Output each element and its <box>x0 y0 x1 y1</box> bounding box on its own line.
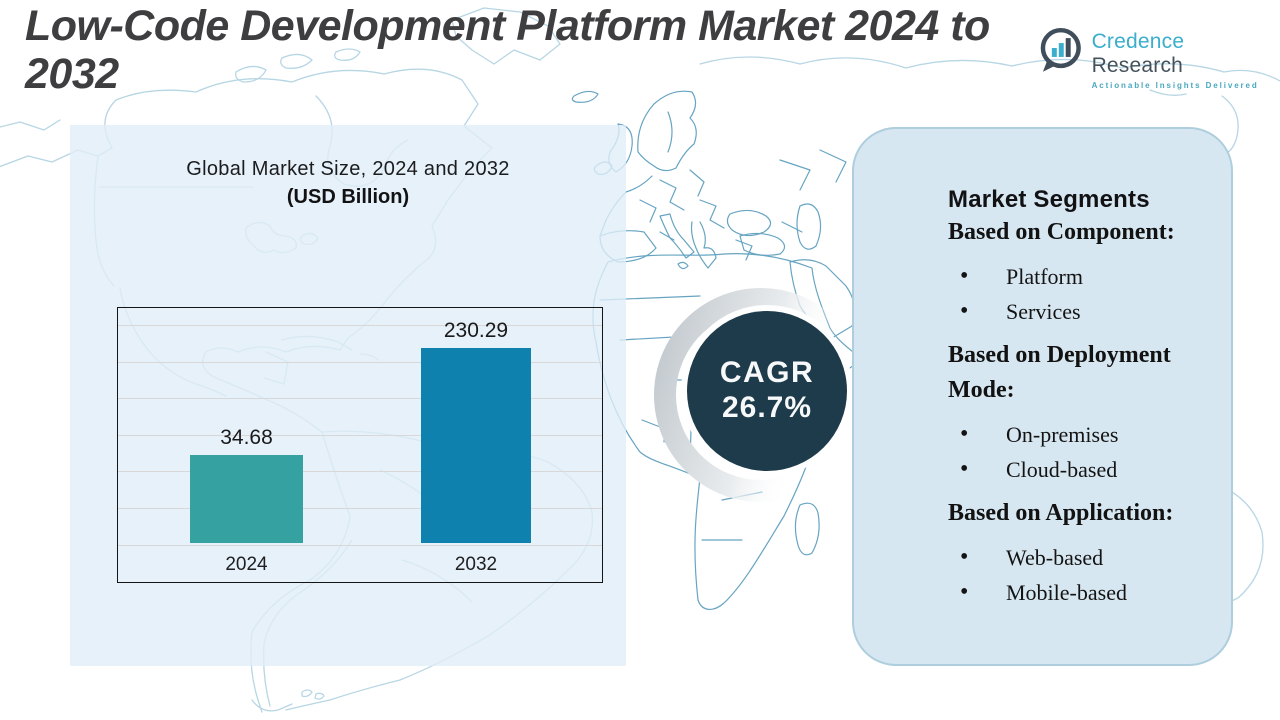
segment-item: Platform <box>948 259 1203 294</box>
bar-value-2024: 34.68 <box>220 426 273 449</box>
segment-list-application: Web-based Mobile-based <box>948 540 1203 610</box>
logo-brand-secondary: Research <box>1091 54 1184 77</box>
bar-chart: 34.68 230.29 2024 2032 <box>117 307 603 583</box>
logo-text: Credence Research Actionable Insights De… <box>1092 26 1280 90</box>
bar-2032 <box>421 348 531 543</box>
gridline <box>118 508 602 509</box>
market-segments-panel: Market Segments Based on Component: Plat… <box>852 127 1233 666</box>
segment-group-deployment: Based on Deployment Mode: <box>948 342 1171 403</box>
gridline <box>118 471 602 472</box>
logo-tagline: Actionable Insights Delivered <box>1091 81 1259 90</box>
bar-group-2024: 34.68 <box>190 426 303 543</box>
segment-list-deployment: On-premises Cloud-based <box>948 417 1203 487</box>
chart-subtitle: (USD Billion) <box>286 186 410 208</box>
chart-title: Global Market Size, 2024 and 2032 <box>186 158 510 180</box>
gridline <box>118 435 602 436</box>
segment-group-application: Based on Application: <box>948 500 1174 526</box>
bar-group-2032: 230.29 <box>421 319 531 543</box>
gridline <box>118 362 602 363</box>
cagr-label: CAGR <box>719 355 815 389</box>
cagr-value: 26.7% <box>721 390 813 424</box>
segment-item: Mobile-based <box>948 575 1203 610</box>
cagr-badge: CAGR 26.7% <box>687 311 847 471</box>
gridline <box>118 325 602 326</box>
gridline <box>118 545 602 546</box>
segment-item: Services <box>948 294 1203 329</box>
bar-2024 <box>190 455 303 543</box>
segment-item: Web-based <box>948 540 1203 575</box>
segment-group-component: Based on Component: <box>948 219 1175 245</box>
gridline <box>118 398 602 399</box>
logo-bar-chart-bubble-icon <box>1040 27 1081 72</box>
logo-brand-primary: Credence <box>1091 30 1185 53</box>
segments-heading: Market Segments <box>948 186 1150 213</box>
credence-research-logo: Credence Research Actionable Insights De… <box>1036 26 1280 90</box>
bar-value-2032: 230.29 <box>443 319 509 342</box>
logo-brand: Credence Research <box>1092 30 1280 78</box>
page-title: Low-Code Development Platform Market 202… <box>25 2 990 99</box>
segment-item: On-premises <box>948 417 1203 452</box>
x-axis-label-2024: 2024 <box>225 554 268 575</box>
segment-item: Cloud-based <box>948 452 1203 487</box>
chart-panel <box>70 125 626 666</box>
segment-list-component: Platform Services <box>948 259 1203 329</box>
x-axis-label-2032: 2032 <box>454 554 498 575</box>
